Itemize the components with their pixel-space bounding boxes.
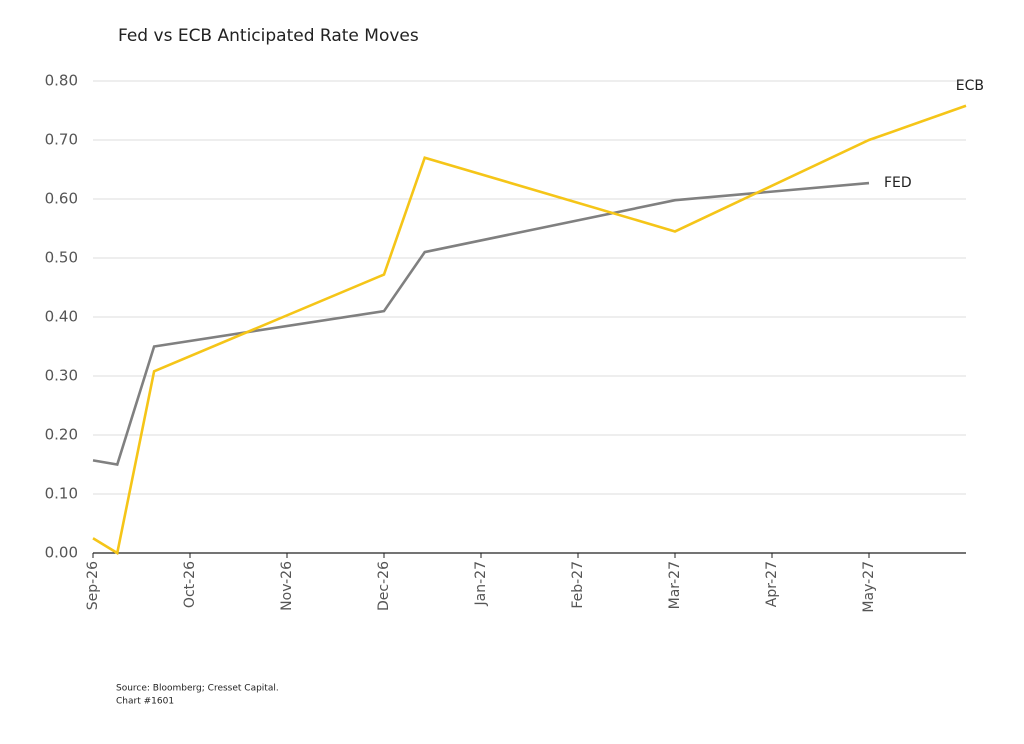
x-tick-label: Oct-26	[182, 561, 198, 608]
chart-number: Chart #1601	[116, 697, 174, 707]
y-tick-label: 0.40	[45, 308, 78, 326]
y-tick-label: 0.00	[45, 544, 78, 562]
y-tick-label: 0.10	[45, 485, 78, 503]
series-label: FED	[884, 175, 912, 191]
series-line	[92, 181, 870, 466]
y-tick-label: 0.80	[45, 72, 78, 90]
y-tick-label: 0.50	[45, 249, 78, 267]
x-tick-label: Dec-26	[376, 561, 392, 611]
x-tick-label: Mar-27	[667, 561, 683, 609]
x-tick-label: Sep-26	[85, 561, 101, 610]
chart-title: Fed vs ECB Anticipated Rate Moves	[118, 26, 419, 46]
x-tick-label: Nov-26	[279, 561, 295, 611]
x-tick-label: May-27	[861, 561, 877, 613]
x-tick-label: Jan-27	[473, 561, 489, 606]
source-note: Source: Bloomberg; Cresset Capital.	[116, 684, 279, 694]
x-tick-label: Apr-27	[764, 561, 780, 607]
series-line	[92, 104, 967, 556]
y-tick-label: 0.30	[45, 367, 78, 385]
series-label: ECB	[956, 78, 984, 94]
y-tick-label: 0.20	[45, 426, 78, 444]
y-tick-label: 0.70	[45, 131, 78, 149]
x-tick-label: Feb-27	[570, 561, 586, 609]
y-tick-label: 0.60	[45, 190, 78, 208]
